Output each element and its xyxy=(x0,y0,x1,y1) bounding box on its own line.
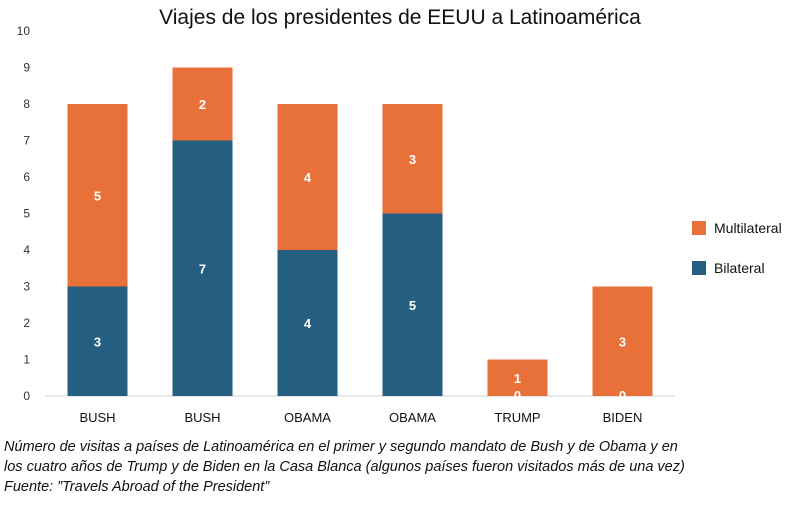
bar-multilateral-4 xyxy=(487,359,548,396)
data-label-multilateral-1: 2 xyxy=(199,97,206,112)
bar-multilateral-3 xyxy=(382,104,443,214)
y-tick-label: 1 xyxy=(23,353,30,367)
x-tick-label: OBAMA xyxy=(389,410,436,425)
data-label-bilateral-1: 7 xyxy=(199,261,206,276)
bar-bilateral-2 xyxy=(277,250,338,396)
bar-bilateral-1 xyxy=(172,140,233,396)
x-tick-label: BIDEN xyxy=(603,410,643,425)
legend-label-bilateral: Bilateral xyxy=(714,260,765,276)
caption-line-1: Número de visitas a países de Latinoamér… xyxy=(4,439,678,455)
legend-swatch-bilateral xyxy=(692,261,706,275)
x-tick-label: BUSH xyxy=(184,410,220,425)
y-tick-label: 3 xyxy=(23,280,30,294)
bar-bilateral-3 xyxy=(382,213,443,396)
y-tick-label: 8 xyxy=(23,97,30,111)
bars xyxy=(67,67,653,396)
data-label-bilateral-2: 4 xyxy=(304,316,312,331)
y-tick-label: 10 xyxy=(17,24,31,38)
data-label-bilateral-4: 0 xyxy=(514,388,521,403)
caption: Número de visitas a países de Latinoamér… xyxy=(4,437,794,497)
bar-bilateral-0 xyxy=(67,286,128,396)
caption-line-3: Fuente: ”Travels Abroad of the President… xyxy=(4,479,270,495)
data-label-bilateral-5: 0 xyxy=(619,388,626,403)
bar-multilateral-1 xyxy=(172,67,233,141)
chart-title: Viajes de los presidentes de EEUU a Lati… xyxy=(159,6,641,29)
x-tick-label: OBAMA xyxy=(284,410,331,425)
bar-multilateral-2 xyxy=(277,104,338,250)
data-label-bilateral-3: 5 xyxy=(409,298,416,313)
data-label-multilateral-5: 3 xyxy=(619,334,626,349)
x-tick-label: TRUMP xyxy=(494,410,540,425)
x-tick-label: BUSH xyxy=(79,410,115,425)
data-label-multilateral-4: 1 xyxy=(514,371,521,386)
y-tick-label: 7 xyxy=(23,134,30,148)
data-label-bilateral-0: 3 xyxy=(94,334,101,349)
data-label-multilateral-0: 5 xyxy=(94,188,101,203)
y-tick-label: 6 xyxy=(23,170,30,184)
legend-label-multilateral: Multilateral xyxy=(714,220,782,236)
legend: Multilateral Bilateral xyxy=(692,220,782,276)
y-tick-label: 0 xyxy=(23,389,30,403)
caption-line-2: los cuatro años de Trump y de Biden en l… xyxy=(4,459,685,475)
y-tick-label: 9 xyxy=(23,61,30,75)
legend-swatch-multilateral xyxy=(692,221,706,235)
data-labels: 3 5 7 2 4 4 5 3 0 1 0 3 xyxy=(94,97,626,403)
data-label-multilateral-2: 4 xyxy=(304,170,312,185)
bar-multilateral-0 xyxy=(67,104,128,287)
data-label-multilateral-3: 3 xyxy=(409,152,416,167)
y-tick-label: 2 xyxy=(23,316,30,330)
y-tick-label: 4 xyxy=(23,243,30,257)
x-axis: BUSH BUSH OBAMA OBAMA TRUMP BIDEN xyxy=(79,410,642,425)
bar-multilateral-5 xyxy=(592,286,653,396)
y-tick-label: 5 xyxy=(23,207,30,221)
